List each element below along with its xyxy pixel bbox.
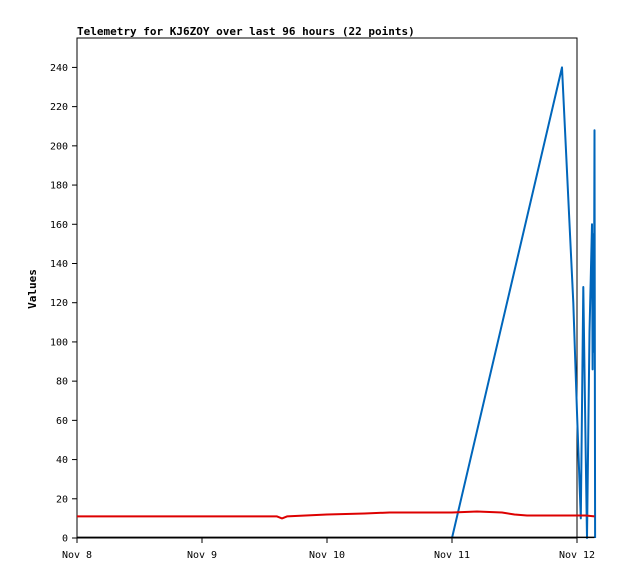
y-tick-label: 160 xyxy=(50,220,68,231)
y-tick-label: 20 xyxy=(56,494,68,505)
x-tick-label: Nov 11 xyxy=(434,550,470,561)
series-line-2 xyxy=(77,510,595,520)
y-axis-ticks: 0 20 40 60 80 100 120 140 160 180 200 220 240 xyxy=(50,63,77,545)
y-tick-label: 40 xyxy=(56,455,68,466)
y-tick-label: 80 xyxy=(56,377,68,388)
y-tick-label: 120 xyxy=(50,298,68,309)
y-tick-label: 240 xyxy=(50,63,68,74)
plot-area xyxy=(76,37,578,539)
y-tick-label: 180 xyxy=(50,181,68,192)
x-tick-label: Nov 9 xyxy=(187,550,217,561)
series-layer xyxy=(77,66,597,539)
x-tick-label: Nov 10 xyxy=(309,550,345,561)
y-tick-label: 100 xyxy=(50,337,68,348)
y-tick-label: 60 xyxy=(56,416,68,427)
y-tick-label: 140 xyxy=(50,259,68,270)
y-tick-label: 220 xyxy=(50,102,68,113)
x-tick-label: Nov 12 xyxy=(559,550,595,561)
y-axis-label: Values xyxy=(26,269,39,309)
y-tick-label: 0 xyxy=(62,534,68,545)
x-tick-label: Nov 8 xyxy=(62,550,92,561)
chart-title: Telemetry for KJ6ZOY over last 96 hours … xyxy=(77,25,415,38)
y-tick-label: 200 xyxy=(50,141,68,152)
x-axis-ticks: Nov 8 Nov 9 Nov 10 Nov 11 Nov 12 xyxy=(62,538,595,561)
